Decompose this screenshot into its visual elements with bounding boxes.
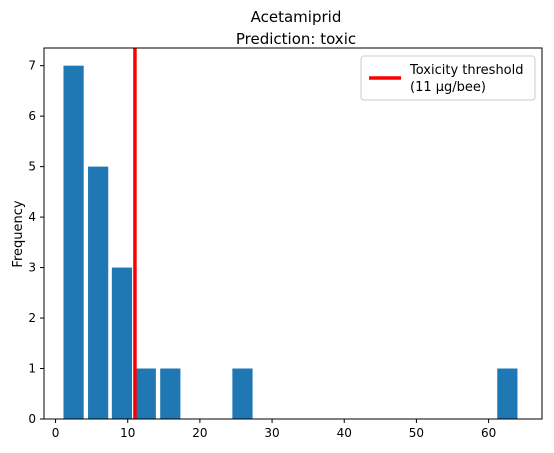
x-tick-label: 20 <box>192 426 207 440</box>
chart-subtitle: Prediction: toxic <box>236 30 356 48</box>
legend-box <box>360 55 536 101</box>
y-axis-label: Frequency <box>11 200 26 267</box>
y-tick-label: 0 <box>28 412 36 426</box>
y-axis-ticks: 0 1 2 3 4 5 6 7 <box>28 59 44 426</box>
histogram-bar-4 <box>160 368 181 419</box>
legend-label-line2: (11 µg/bee) <box>410 80 486 95</box>
legend: Toxicity threshold (11 µg/bee) <box>360 55 536 101</box>
y-tick-label: 4 <box>28 210 36 224</box>
x-tick-label: 50 <box>409 426 424 440</box>
x-tick-label: 0 <box>52 426 60 440</box>
histogram-bar-5 <box>232 368 253 419</box>
y-tick-label: 6 <box>28 109 36 123</box>
histogram-bar-2 <box>111 267 133 419</box>
y-tick-label: 7 <box>28 59 36 73</box>
histogram-bar-0 <box>63 65 84 420</box>
histogram-bar-6 <box>497 368 518 419</box>
legend-label-line1: Toxicity threshold <box>409 63 524 78</box>
bars-layer <box>63 65 518 420</box>
histogram-bar-1 <box>88 166 109 419</box>
y-tick-label: 2 <box>28 311 36 325</box>
x-tick-label: 60 <box>481 426 496 440</box>
x-tick-label: 10 <box>120 426 135 440</box>
x-tick-label: 40 <box>337 426 352 440</box>
histogram-bar-3 <box>135 368 156 419</box>
y-tick-label: 1 <box>28 362 36 376</box>
chart-title: Acetamiprid <box>251 8 342 26</box>
plot-frame <box>43 47 543 420</box>
x-axis-ticks: 0 10 20 30 40 50 60 <box>52 419 496 440</box>
x-tick-label: 30 <box>264 426 279 440</box>
y-tick-label: 5 <box>28 160 36 174</box>
y-tick-label: 3 <box>28 261 36 275</box>
